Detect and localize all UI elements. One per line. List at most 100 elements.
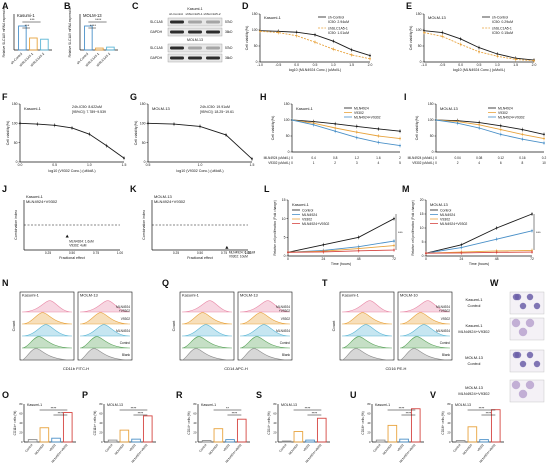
y-tick-label: 0: [288, 150, 290, 154]
panel-w: Kasumi-1ControlKasumi-1MLN4924+V9302MOLM…: [458, 291, 545, 403]
bar-0: [375, 439, 386, 443]
cell-label: MOLM-13: [440, 106, 459, 111]
y-tick-label: 40: [99, 421, 103, 425]
legend-label: sh-Control: [328, 16, 344, 20]
dose-value: 0.4: [311, 156, 316, 160]
x-tick-label: 1.0: [495, 63, 500, 67]
x-tick-label: 48: [495, 257, 499, 261]
histogram-4: [21, 348, 73, 361]
cell-image: [525, 380, 535, 390]
x-tick-label: 1.0: [331, 63, 336, 67]
dose-value: 2: [334, 161, 336, 165]
histogram-label: Control: [280, 341, 291, 345]
cell-label: Kasumi-1: [201, 403, 216, 407]
ic50-label: IC50: 2.94uM: [328, 20, 349, 24]
series-line-2: [435, 119, 545, 144]
y-tick-label: 100: [416, 28, 422, 32]
y-tick-label: 0: [284, 254, 286, 258]
x-tick-label: 1.00: [245, 251, 251, 255]
micrograph-label: Kasumi-1: [466, 323, 484, 328]
cell-image: [525, 318, 535, 328]
panel-letter-l: L: [264, 184, 270, 194]
sig-label: ****: [51, 407, 57, 411]
bar-2: [305, 439, 315, 443]
y-tick-label: 150: [12, 102, 18, 106]
legend-label: Control: [302, 209, 314, 213]
y-tick-label: 60: [99, 412, 103, 416]
series-line-1: [435, 119, 545, 140]
dose-value: 0: [435, 156, 437, 160]
y-tick-label: 80: [99, 402, 103, 406]
cell-label: Kasumi-1: [264, 15, 282, 20]
sample-label: Kasumi-1: [22, 293, 40, 298]
y-tick-label: 50: [14, 141, 18, 145]
x-tick-label: 0.5: [313, 63, 318, 67]
cell-label: MOLM-13: [83, 13, 102, 18]
sig-label: ***: [25, 23, 30, 28]
y-tick-label: 20: [447, 431, 451, 435]
dose-value: 10: [542, 161, 546, 165]
sig-label: ****: [486, 412, 492, 416]
dose-value: 4: [378, 161, 380, 165]
sig-label: ***: [536, 230, 541, 235]
y-tick-label: 15: [282, 198, 286, 202]
panel-letter-g: G: [130, 92, 137, 102]
blot-band: [188, 46, 202, 50]
y-tick-label: 80: [19, 402, 23, 406]
histogram-2: [181, 324, 233, 337]
y-axis-label: Cell viability(%): [409, 26, 413, 51]
histogram-label: V9302: [281, 317, 290, 321]
x-tick-label: 0.0: [458, 63, 463, 67]
y-tick-label: 100: [284, 118, 290, 122]
y-axis-label: Cell viability(%): [134, 121, 138, 146]
bar-1: [39, 427, 50, 443]
tick-label: Control: [452, 443, 461, 453]
dose-row-label: V9302 (uMol/L): [268, 161, 290, 165]
panel-r: Control MLN4924 V9302MLN4924+V9302Kasumi-1…: [193, 402, 250, 463]
cell-label: Kasumi-1: [187, 7, 202, 11]
dose-value: 0.12: [498, 156, 504, 160]
y-axis-label: CD16+ cells (%): [361, 411, 365, 434]
y-tick-label: 150: [416, 12, 422, 16]
y-axis-label: CD16+ cells (%): [441, 411, 445, 434]
cell-image: [514, 293, 522, 301]
legend-label: V9302: [498, 111, 508, 115]
bar-2: [40, 38, 49, 51]
y-axis-label: Relative SLC1A5 mRNA expression: [68, 6, 72, 57]
sig-label: ****: [479, 407, 485, 411]
kda-label: 57kD: [225, 20, 233, 24]
histogram-1: [239, 312, 291, 325]
y-tick-label: 80: [273, 402, 277, 406]
tick-label: MLN4924: [462, 443, 474, 456]
y-tick-label: 10: [282, 217, 286, 221]
blot-band: [206, 30, 220, 34]
cell-label: Kasumi-1: [292, 202, 310, 207]
combo-label: MLN4924+V9302: [26, 199, 58, 204]
histogram-3: [239, 336, 291, 349]
micrograph-label: Control: [468, 361, 481, 366]
cell-image: [518, 389, 528, 399]
bar-1: [119, 429, 130, 443]
dose-value: 0.8: [333, 156, 338, 160]
series-line-2: [291, 119, 401, 147]
y-tick-label: 0: [420, 60, 422, 64]
panel-n-right: MOLM-13MLN4924+V9302V9302MLN4924ControlB…: [77, 291, 133, 361]
tick-label: Control: [372, 443, 381, 453]
y-tick-label: 100: [12, 122, 18, 126]
histogram-3: [21, 336, 73, 349]
cell-image: [518, 327, 528, 337]
cell-label: MOLM-13: [152, 106, 171, 111]
blot-band: [206, 56, 220, 60]
sig-label: ****: [399, 407, 405, 411]
histogram-0: [239, 300, 291, 313]
sig-label: ****: [305, 407, 311, 411]
y-axis-label: CD11b+ cells (%): [13, 411, 17, 436]
bar-3: [62, 412, 73, 443]
legend-label: MLN4924: [354, 107, 369, 111]
sig-label: ***: [398, 230, 403, 235]
histogram-1: [399, 312, 451, 325]
dose-row-label: MLN4924 (uMol/L): [408, 156, 434, 160]
histogram-label: MLN4924: [116, 329, 130, 333]
histogram-label: Blank: [122, 353, 130, 357]
